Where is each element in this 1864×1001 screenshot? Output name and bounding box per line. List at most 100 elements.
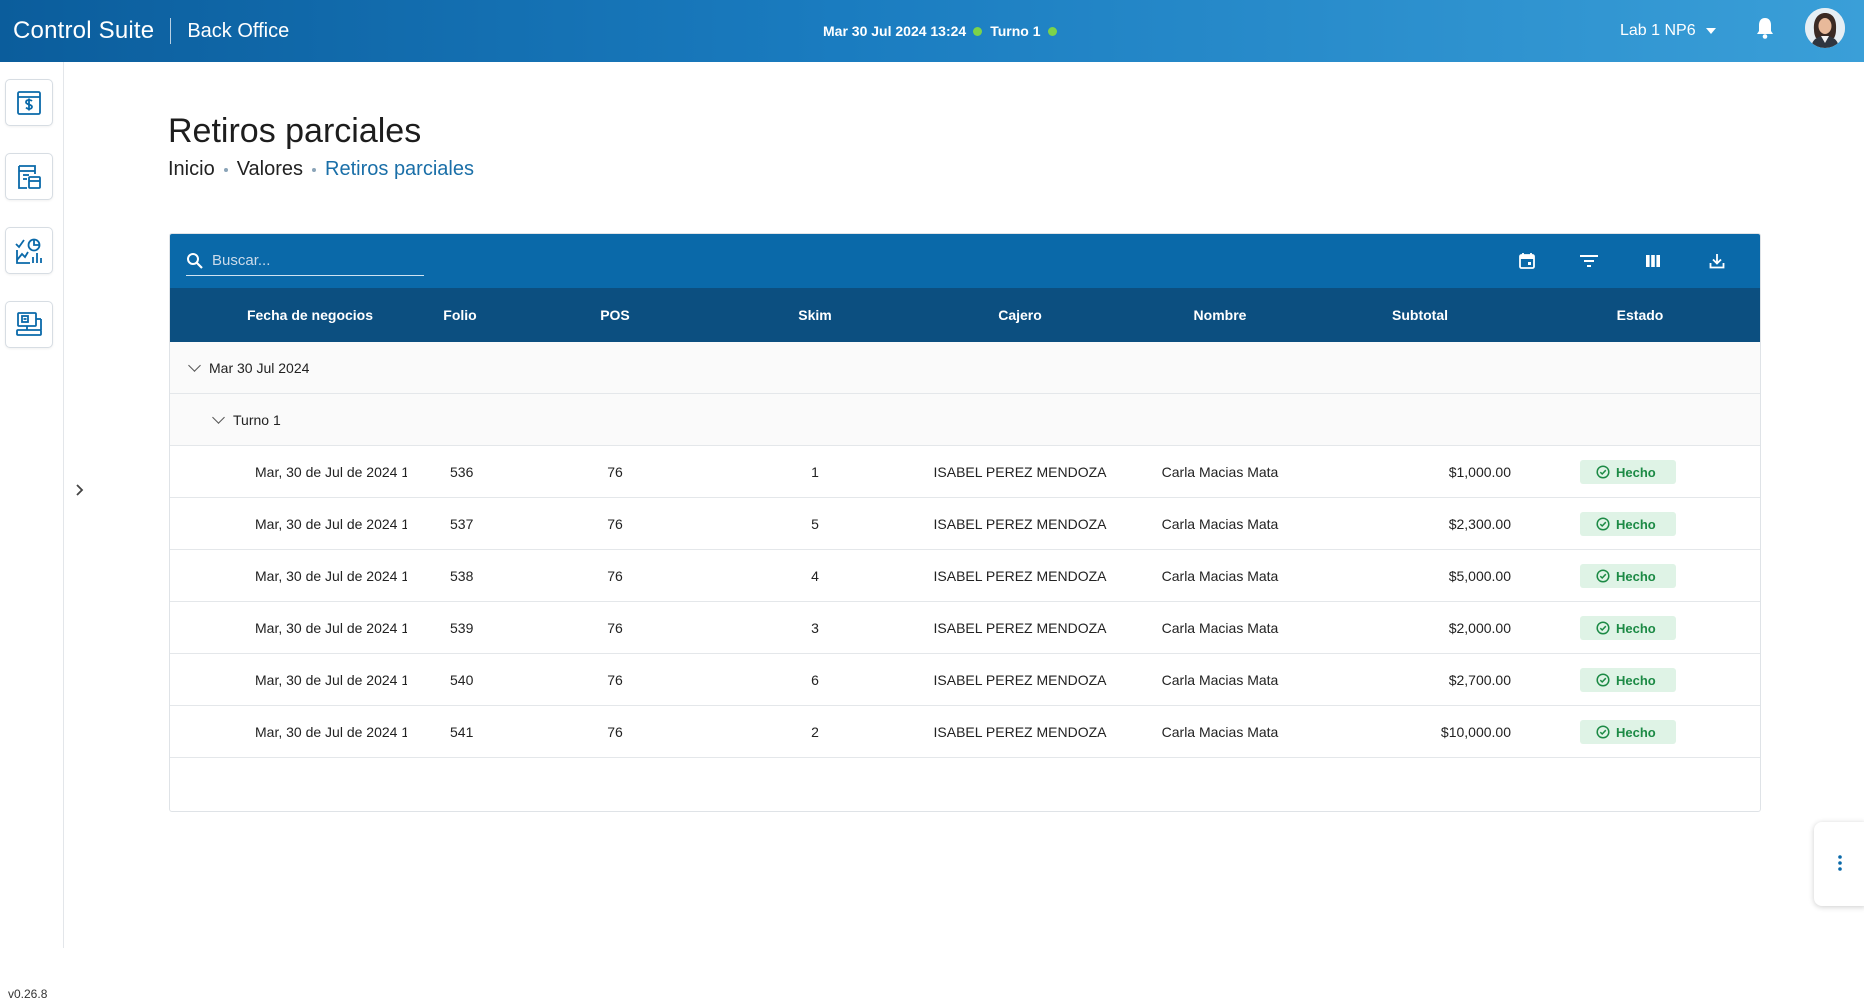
group-row-date[interactable]: Mar 30 Jul 2024 xyxy=(170,342,1760,394)
more-vertical-icon xyxy=(1838,855,1842,871)
notifications-button[interactable] xyxy=(1754,16,1776,40)
breadcrumb-home[interactable]: Inicio xyxy=(168,158,215,180)
cell-folio: 537 xyxy=(450,516,474,532)
status-badge: Hecho xyxy=(1580,616,1676,640)
status-badge-label: Hecho xyxy=(1616,620,1656,636)
status-badge-label: Hecho xyxy=(1616,464,1656,480)
cell-pos: 76 xyxy=(607,724,623,740)
download-icon xyxy=(1709,254,1725,269)
status-badge-label: Hecho xyxy=(1616,724,1656,740)
module-name: Back Office xyxy=(187,19,290,42)
check-circle-icon xyxy=(1596,621,1610,635)
table-row[interactable]: Mar, 30 de Jul de 2024 13 536 76 1 ISABEL PE… xyxy=(170,446,1760,498)
table-toolbar xyxy=(170,234,1760,288)
business-datetime: Mar 30 Jul 2024 13:24 xyxy=(823,23,967,39)
cell-folio: 540 xyxy=(450,672,474,688)
check-circle-icon xyxy=(1596,673,1610,687)
status-badge: Hecho xyxy=(1580,720,1676,744)
report-icon xyxy=(18,164,41,189)
chevron-right-icon xyxy=(76,484,84,496)
chevron-down-icon xyxy=(212,410,225,424)
search-box xyxy=(186,246,424,276)
partial-withdrawals-table: Fecha de negocios Folio POS Skim Cajero … xyxy=(169,233,1761,812)
table-row[interactable]: Mar, 30 de Jul de 2024 13 541 76 2 ISABEL PE… xyxy=(170,706,1760,758)
cell-fecha: Mar, 30 de Jul de 2024 13 xyxy=(255,672,407,688)
cell-nombre: Carla Macias Mata xyxy=(1161,464,1279,480)
cell-cajero: ISABEL PEREZ MENDOZA xyxy=(933,464,1107,480)
column-header-cajero[interactable]: Cajero xyxy=(998,307,1042,323)
download-button[interactable] xyxy=(1705,249,1729,273)
column-header-estado[interactable]: Estado xyxy=(1616,307,1664,323)
filter-icon xyxy=(1580,255,1598,267)
status-badge-label: Hecho xyxy=(1616,568,1656,584)
cell-fecha: Mar, 30 de Jul de 2024 13 xyxy=(255,724,407,740)
breadcrumb: Inicio Valores Retiros parciales xyxy=(168,158,474,181)
table-header: Fecha de negocios Folio POS Skim Cajero … xyxy=(170,288,1760,342)
column-header-skim[interactable]: Skim xyxy=(798,307,832,323)
cell-folio: 538 xyxy=(450,568,474,584)
group-row-shift[interactable]: Turno 1 xyxy=(170,394,1760,446)
user-avatar[interactable] xyxy=(1805,8,1845,48)
pos-terminal-icon xyxy=(16,311,42,336)
cell-subtotal: $10,000.00 xyxy=(1440,724,1511,740)
cell-nombre: Carla Macias Mata xyxy=(1161,672,1279,688)
date-filter-button[interactable] xyxy=(1515,249,1539,273)
table-row[interactable]: Mar, 30 de Jul de 2024 13 540 76 6 ISABEL PE… xyxy=(170,654,1760,706)
table-row[interactable]: Mar, 30 de Jul de 2024 13 537 76 5 ISABEL PE… xyxy=(170,498,1760,550)
left-rail: v0.26.8 xyxy=(0,62,64,1001)
cell-fecha: Mar, 30 de Jul de 2024 13 xyxy=(255,516,407,532)
column-header-folio[interactable]: Folio xyxy=(443,307,477,323)
status-badge-label: Hecho xyxy=(1616,516,1656,532)
cell-pos: 76 xyxy=(607,516,623,532)
filter-button[interactable] xyxy=(1577,249,1601,273)
cell-folio: 539 xyxy=(450,620,474,636)
cell-pos: 76 xyxy=(607,464,623,480)
breadcrumb-current: Retiros parciales xyxy=(325,158,474,180)
cell-cajero: ISABEL PEREZ MENDOZA xyxy=(933,724,1107,740)
status-badge: Hecho xyxy=(1580,512,1676,536)
shift-status-dot xyxy=(1047,26,1057,36)
brand-divider xyxy=(170,18,172,44)
column-header-nombre[interactable]: Nombre xyxy=(1193,307,1247,323)
cell-nombre: Carla Macias Mata xyxy=(1161,620,1279,636)
group-shift-label: Turno 1 xyxy=(233,411,281,428)
branch-label: Lab 1 NP6 xyxy=(1620,22,1696,39)
branch-selector[interactable]: Lab 1 NP6 xyxy=(1620,0,1716,62)
column-header-fecha[interactable]: Fecha de negocios xyxy=(246,307,374,323)
session-status: Mar 30 Jul 2024 13:24 Turno 1 xyxy=(823,0,1065,62)
cell-fecha: Mar, 30 de Jul de 2024 13 xyxy=(255,568,407,584)
user-avatar-icon xyxy=(1805,8,1845,48)
cell-cajero: ISABEL PEREZ MENDOZA xyxy=(933,672,1107,688)
check-circle-icon xyxy=(1596,517,1610,531)
cell-pos: 76 xyxy=(607,620,623,636)
sidebar-item-pos[interactable] xyxy=(5,301,53,348)
more-options-button[interactable] xyxy=(1814,822,1864,906)
cell-skim: 1 xyxy=(811,464,819,480)
cell-folio: 541 xyxy=(450,724,474,740)
check-circle-icon xyxy=(1596,725,1610,739)
analytics-icon xyxy=(15,238,42,264)
breadcrumb-values[interactable]: Valores xyxy=(236,158,304,180)
search-input[interactable] xyxy=(212,252,412,269)
cell-subtotal: $1,000.00 xyxy=(1448,464,1511,480)
cell-pos: 76 xyxy=(607,672,623,688)
expand-sidebar-button[interactable] xyxy=(72,480,88,500)
cell-skim: 3 xyxy=(811,620,819,636)
column-header-subtotal[interactable]: Subtotal xyxy=(1392,307,1448,323)
sidebar-item-reports[interactable] xyxy=(5,153,53,200)
sidebar-item-cash[interactable] xyxy=(5,79,53,126)
cell-skim: 6 xyxy=(811,672,819,688)
top-bar: Control Suite Back Office Mar 30 Jul 202… xyxy=(0,0,1864,62)
cell-cajero: ISABEL PEREZ MENDOZA xyxy=(933,620,1107,636)
column-header-pos[interactable]: POS xyxy=(600,307,630,323)
app-title: Control Suite xyxy=(13,17,155,44)
columns-button[interactable] xyxy=(1641,249,1665,273)
table-row[interactable]: Mar, 30 de Jul de 2024 13 539 76 3 ISABEL PE… xyxy=(170,602,1760,654)
status-badge: Hecho xyxy=(1580,564,1676,588)
table-row[interactable]: Mar, 30 de Jul de 2024 13 538 76 4 ISABEL PE… xyxy=(170,550,1760,602)
cell-fecha: Mar, 30 de Jul de 2024 13 xyxy=(255,464,407,480)
cell-nombre: Carla Macias Mata xyxy=(1161,724,1279,740)
sidebar-item-analytics[interactable] xyxy=(5,227,53,274)
search-icon xyxy=(187,252,203,269)
status-badge: Hecho xyxy=(1580,460,1676,484)
